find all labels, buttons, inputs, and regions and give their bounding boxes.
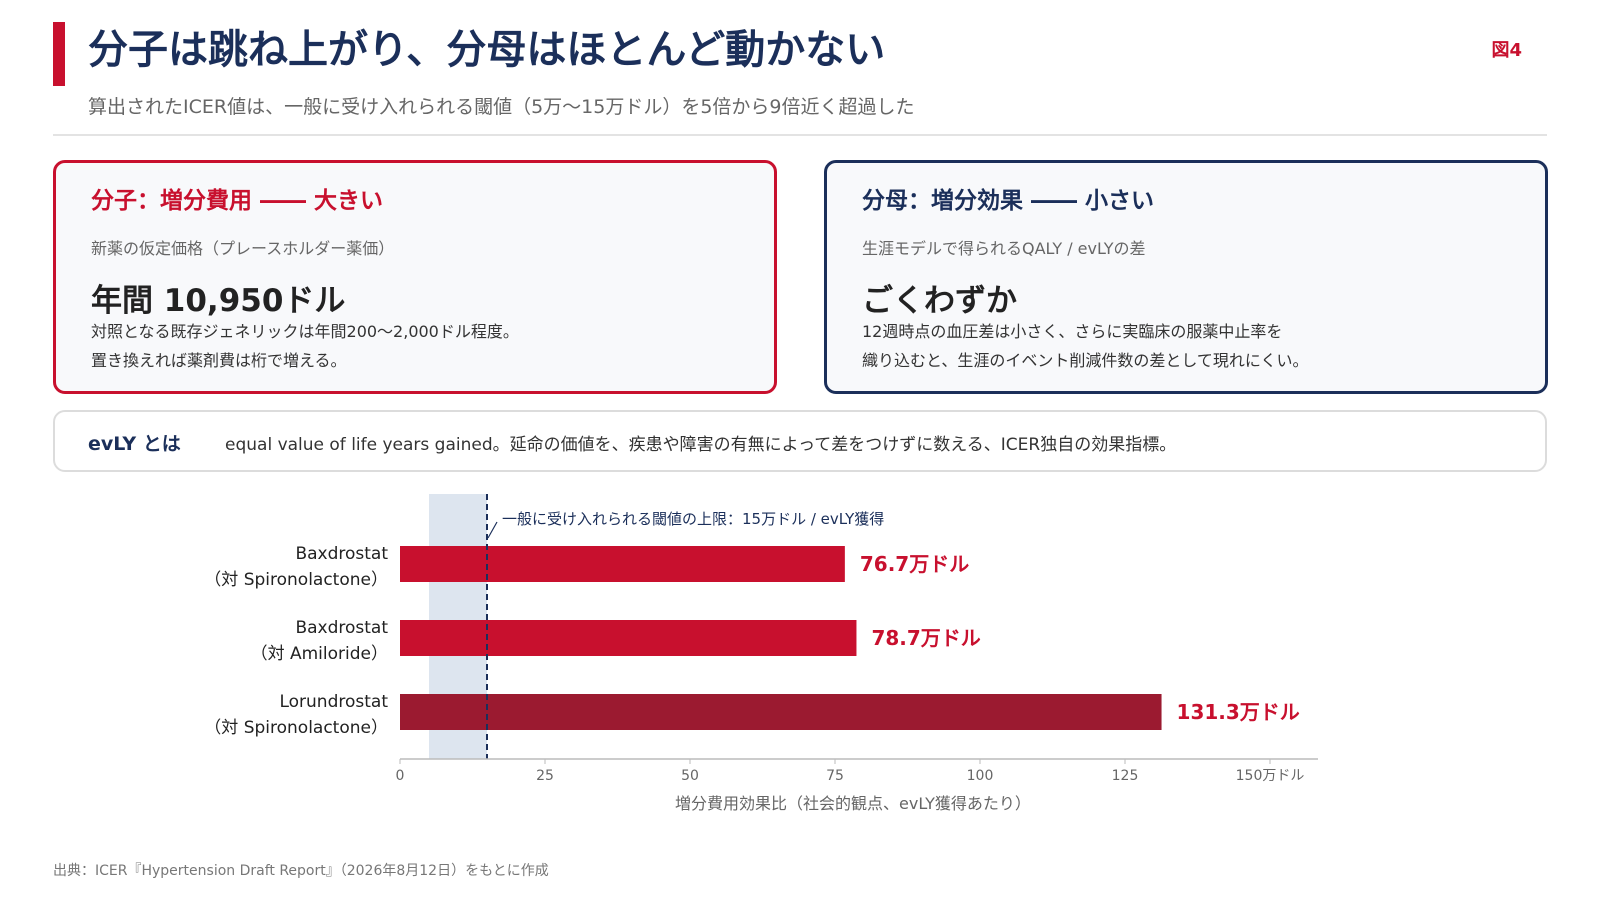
x-tick-label-75: 75 <box>826 768 844 784</box>
threshold-annotation: 一般に受け入れられる閾値の上限：15万ドル / evLY獲得 <box>502 510 884 528</box>
bar-1 <box>400 546 845 582</box>
title-accent-bar <box>53 22 65 86</box>
denominator-value: ごくわずか <box>862 283 1017 319</box>
evly-term: evLY とは <box>88 433 181 455</box>
threshold-annotation-leader <box>487 521 498 539</box>
page-title: 分子は跳ね上がり、分母はほとんど動かない <box>88 27 886 73</box>
page-subtitle: 算出されたICER値は、一般に受け入れられる閾値（5万〜15万ドル）を5倍から9… <box>88 96 915 118</box>
denominator-note-1: 12週時点の血圧差は小さく、さらに実臨床の服薬中止率を <box>862 322 1283 341</box>
x-tick-label-125: 125 <box>1112 768 1139 784</box>
bar-2 <box>400 620 857 656</box>
denominator-card: 分母：増分効果 ―― 小さい 生涯モデルで得られるQALY / evLYの差 ご… <box>824 160 1548 394</box>
evly-definition-box: evLY とは equal value of life years gained… <box>53 410 1547 472</box>
numerator-subheading: 新薬の仮定価格（プレースホルダー薬価） <box>91 239 395 258</box>
bar-value-label-1: 76.7万ドル <box>860 552 969 576</box>
numerator-note-1: 対照となる既存ジェネリックは年間200〜2,000ドル程度。 <box>91 322 519 341</box>
bar-value-label-2: 78.7万ドル <box>871 626 980 650</box>
icer-bar-chart: 76.7万ドル Baxdrostat （対 Spironolactone） 78.7万… <box>204 494 1318 813</box>
denominator-heading: 分母：増分効果 ―― 小さい <box>862 188 1155 214</box>
bar-value-label-3: 131.3万ドル <box>1177 700 1300 724</box>
denominator-subheading: 生涯モデルで得られるQALY / evLYの差 <box>862 239 1146 258</box>
source-note: 出典：ICER『Hypertension Draft Report』（2026年… <box>53 863 549 879</box>
numerator-note-2: 置き換えれば薬剤費は桁で増える。 <box>91 351 347 370</box>
x-axis-label: 増分費用効果比（社会的観点、evLY獲得あたり） <box>675 794 1031 813</box>
figure-label: 図4 <box>1491 40 1522 61</box>
evly-definition: equal value of life years gained。延命の価値を、… <box>225 435 1177 455</box>
denominator-note-2: 織り込むと、生涯のイベント削減件数の差として現れにくい。 <box>862 351 1309 370</box>
category-label-1-comparator: （対 Spironolactone） <box>204 570 388 590</box>
category-label-2-comparator: （対 Amiloride） <box>251 644 388 664</box>
bar-3 <box>400 694 1162 730</box>
numerator-card: 分子：増分費用 ―― 大きい 新薬の仮定価格（プレースホルダー薬価） 年間 10… <box>53 160 777 394</box>
x-tick-label-50: 50 <box>681 768 699 784</box>
category-label-2-name: Baxdrostat <box>295 618 388 638</box>
category-label-1-name: Baxdrostat <box>295 544 388 564</box>
category-label-3-comparator: （対 Spironolactone） <box>204 718 388 738</box>
header-divider <box>53 134 1547 136</box>
numerator-value: 年間 10,950ドル <box>91 283 346 319</box>
category-label-3-name: Lorundrostat <box>279 692 388 712</box>
x-tick-label-0: 0 <box>396 768 405 784</box>
x-tick-label-100: 100 <box>967 768 994 784</box>
x-tick-label-150: 150万ドル <box>1236 768 1305 784</box>
numerator-heading: 分子：増分費用 ―― 大きい <box>91 188 384 214</box>
x-tick-label-25: 25 <box>536 768 554 784</box>
